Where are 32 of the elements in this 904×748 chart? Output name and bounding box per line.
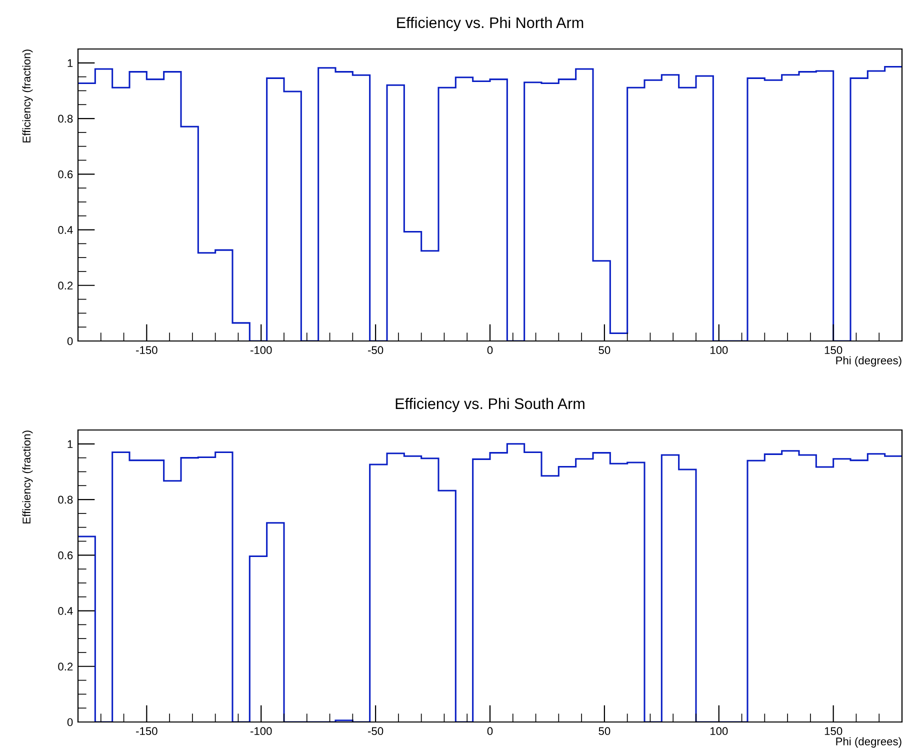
y-tick-label: 0.6 [58, 551, 73, 560]
y-tick-label: 1 [68, 440, 73, 448]
x-tick-label: 150 [824, 346, 842, 354]
y-tick-label: 0.4 [58, 607, 73, 615]
y-tick-label: 0.2 [58, 662, 73, 671]
x-tick-label: -50 [368, 346, 384, 354]
x-tick-label: 0 [487, 727, 493, 736]
chart-title: Efficiency vs. Phi North Arm [397, 16, 584, 32]
y-tick-label: 0.2 [58, 282, 73, 290]
x-tick-label: 150 [824, 727, 842, 736]
y-tick-label: 0.8 [58, 496, 73, 504]
y-tick-label: 0.8 [58, 114, 73, 123]
y-axis-title: Efficiency (fraction) [22, 430, 33, 524]
x-axis-title: Phi (degrees) [836, 737, 902, 748]
y-tick-label: 0 [67, 337, 73, 346]
y-axis-title: Efficiency (fraction) [22, 50, 33, 142]
y-tick-label: 0.4 [58, 226, 73, 234]
x-tick-label: -150 [136, 727, 158, 736]
x-tick-label: 0 [487, 346, 493, 354]
x-tick-label: -100 [250, 346, 272, 354]
x-tick-label: 100 [710, 346, 728, 354]
x-tick-label: 100 [710, 727, 728, 736]
y-tick-label: 1 [68, 59, 73, 67]
y-tick-label: 0 [67, 718, 73, 726]
chart-title: Efficiency vs. Phi South Arm [396, 398, 584, 412]
x-tick-label: 50 [598, 727, 610, 736]
x-tick-label: -100 [250, 727, 272, 736]
x-tick-label: 50 [598, 346, 610, 354]
x-tick-label: -50 [368, 727, 384, 736]
x-axis-title: Phi (degrees) [836, 356, 902, 367]
y-tick-label: 0.6 [58, 170, 73, 178]
x-tick-label: -150 [136, 346, 158, 354]
